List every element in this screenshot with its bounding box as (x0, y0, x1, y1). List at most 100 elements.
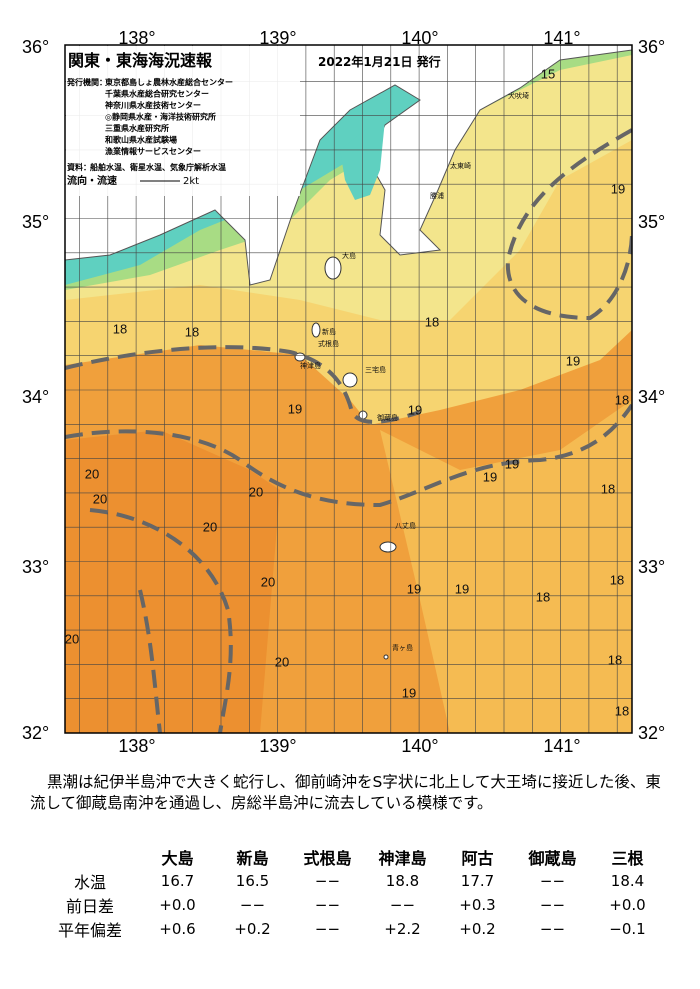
isotherm-label: 20 (85, 466, 99, 481)
isotherm-label: 20 (93, 491, 107, 506)
place-name: 大島 (342, 251, 356, 260)
map-title: 関東・東海海況速報 (68, 51, 213, 70)
table-cell: 17.7 (460, 872, 495, 890)
column-header: 御蔵島 (528, 849, 577, 868)
longitude-label: 141° (543, 28, 580, 48)
place-name: 式根島 (318, 339, 339, 348)
latitude-label: 35° (638, 212, 665, 232)
latitude-label: 36° (22, 37, 49, 57)
isotherm-label: 18 (610, 572, 624, 587)
place-name: 青ヶ島 (392, 643, 413, 652)
row-label: 平年偏差 (57, 921, 122, 940)
materials: 船舶水温、衛星水温、気象庁解析水温 (90, 162, 226, 172)
issue-date: 2022年1月21日 発行 (318, 54, 441, 69)
isotherm-label: 19 (483, 469, 497, 484)
longitude-label: 139° (259, 28, 296, 48)
place-name: 八丈島 (395, 521, 416, 530)
table-cell: −− (314, 920, 341, 938)
agency-list: 東京都島しょ農林水産総合センター千葉県水産総合研究センター神奈川県水産技術センタ… (105, 77, 233, 156)
map-labels: 138° 138° 139° 139° 140° 140° 141° 141° 36° 36° 35… (22, 28, 665, 756)
isotherm-label: 18 (601, 481, 615, 496)
table-cell: +0.0 (609, 896, 646, 914)
table-cell: 16.5 (235, 872, 270, 890)
latitude-label: 34° (638, 387, 665, 407)
table-cell: +0.2 (459, 920, 496, 938)
table-cell: −− (389, 896, 416, 914)
column-header: 三根 (611, 849, 644, 868)
header-row: 大島 新島 式根島 神津島 阿古 御蔵島 三根 (40, 845, 665, 869)
isotherm-label: 20 (203, 519, 217, 534)
data-row: 平年偏差 +0.6 +0.2 −− +2.2 +0.2 −− −0.1 (40, 917, 665, 941)
latitude-label: 34° (22, 387, 49, 407)
summary: 黒潮は紀伊半島沖で大きく蛇行し、御前崎沖をS字状に北上して大王埼に接近した後、東… (30, 773, 661, 812)
isotherm-label: 20 (249, 484, 263, 499)
longitude-label: 139° (259, 736, 296, 756)
map: 関東・東海海況速報 2022年1月21日 発行 発行機関： 東京都島しょ農林水産… (22, 28, 665, 756)
isotherm-label: 18 (608, 652, 622, 667)
isotherm-label: 19 (455, 581, 469, 596)
agency-label: 発行機関： (66, 77, 107, 87)
longitude-label: 140° (401, 736, 438, 756)
latitude-label: 36° (638, 37, 665, 57)
legend-label: 流向・流速 (67, 174, 117, 187)
latitude-label: 32° (638, 723, 665, 743)
table-cell: +2.2 (384, 920, 421, 938)
table-cell: −− (314, 872, 341, 890)
latitude-label: 33° (638, 557, 665, 577)
agency: 和歌山県水産試験場 (105, 135, 177, 145)
longitude-label: 138° (118, 28, 155, 48)
kuroshio-path (65, 128, 632, 733)
isotherm-label: 18 (615, 703, 629, 718)
column-header: 大島 (161, 849, 194, 868)
isotherm-label: 18 (536, 589, 550, 604)
latitude-label: 32° (22, 723, 49, 743)
isotherm-label: 18 (185, 324, 199, 339)
column-header: 神津島 (378, 849, 427, 868)
isotherm-label: 19 (505, 456, 519, 471)
place-name: 新島 (322, 327, 336, 336)
table-cell: +0.3 (459, 896, 496, 914)
isotherm-label: 19 (566, 353, 580, 368)
column-header: 式根島 (303, 849, 352, 868)
isotherm-label: 19 (288, 401, 302, 416)
isotherm-label: 19 (408, 402, 422, 417)
column-header: 新島 (236, 849, 269, 868)
table-cell: 18.4 (610, 872, 645, 890)
column-header: 阿古 (461, 849, 494, 868)
table-cell: +0.6 (159, 920, 196, 938)
agency: 千葉県水産総合研究センター (105, 89, 209, 99)
agency: ◎静岡県水産・海洋技術研究所 (105, 112, 216, 122)
agency: 三重県水産研究所 (105, 123, 169, 133)
data-row: 前日差 +0.0 −− −− −− +0.3 −− +0.0 (40, 893, 665, 917)
grid (65, 45, 632, 733)
observation-table: 大島 新島 式根島 神津島 阿古 御蔵島 三根 水温 16.7 16.5 −− 18.8 17.7 −− 1… (40, 845, 665, 941)
place-name: 犬吠埼 (508, 91, 529, 100)
isotherm-label: 20 (275, 654, 289, 669)
latitude-label: 35° (22, 212, 49, 232)
row-label: 水温 (73, 873, 106, 892)
isotherm-label: 19 (407, 581, 421, 596)
row-label: 前日差 (65, 897, 114, 916)
place-name: 神津島 (300, 361, 321, 370)
isotherm-label: 19 (402, 685, 416, 700)
table-cell: −− (539, 896, 566, 914)
agency: 漁業情報サービスセンター (105, 146, 201, 156)
longitude-label: 141° (543, 736, 580, 756)
isotherm-label: 19 (611, 181, 625, 196)
isotherm-label: 18 (113, 321, 127, 336)
isotherm-label: 15 (541, 66, 555, 81)
agency: 東京都島しょ農林水産総合センター (105, 77, 233, 87)
legend-speed: 2kt (183, 176, 199, 187)
place-name: 御蔵島 (377, 413, 398, 422)
place-name: 太東崎 (450, 161, 471, 170)
table-cell (40, 845, 140, 869)
table-cell: +0.0 (159, 896, 196, 914)
table-cell: 18.8 (385, 872, 420, 890)
data-row: 水温 16.7 16.5 −− 18.8 17.7 −− 18.4 (40, 869, 665, 893)
table-cell: −− (539, 872, 566, 890)
table-cell: −− (539, 920, 566, 938)
latitude-label: 33° (22, 557, 49, 577)
isotherm-label: 18 (615, 392, 629, 407)
place-name: 三宅島 (365, 365, 386, 374)
